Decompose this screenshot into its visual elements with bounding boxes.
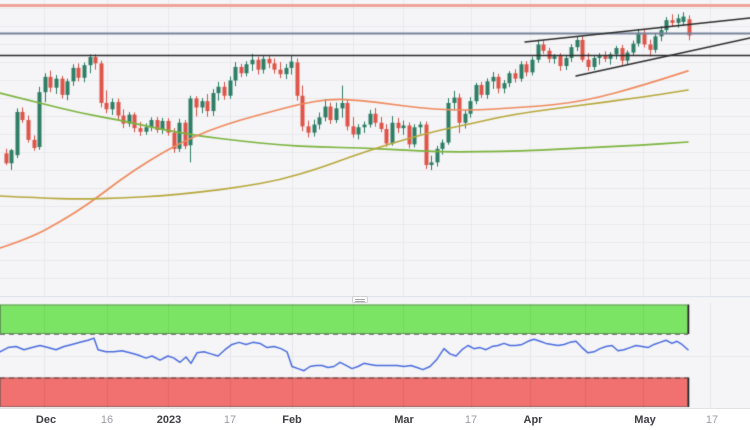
time-axis-label: 2023: [156, 414, 182, 426]
time-axis[interactable]: Dec 16 2023 17 Feb Mar 17 Apr May 17: [0, 408, 750, 430]
time-axis-label: Apr: [523, 414, 543, 426]
time-axis-label: May: [634, 414, 656, 426]
price-pane-canvas[interactable]: [0, 0, 750, 296]
pane-resize-handle-bar: [355, 299, 365, 300]
rsi-pane-canvas[interactable]: [0, 296, 750, 408]
pane-resize-handle-bar: [355, 301, 365, 302]
time-axis-label: Mar: [394, 414, 414, 426]
time-axis-label: 17: [464, 414, 478, 426]
time-axis-label: 17: [705, 414, 719, 426]
time-axis-label: 16: [100, 414, 114, 426]
time-axis-label: Dec: [35, 414, 57, 426]
pane-resize-handle[interactable]: [352, 296, 368, 303]
time-axis-label: Feb: [282, 414, 302, 426]
time-axis-label: 17: [223, 414, 237, 426]
